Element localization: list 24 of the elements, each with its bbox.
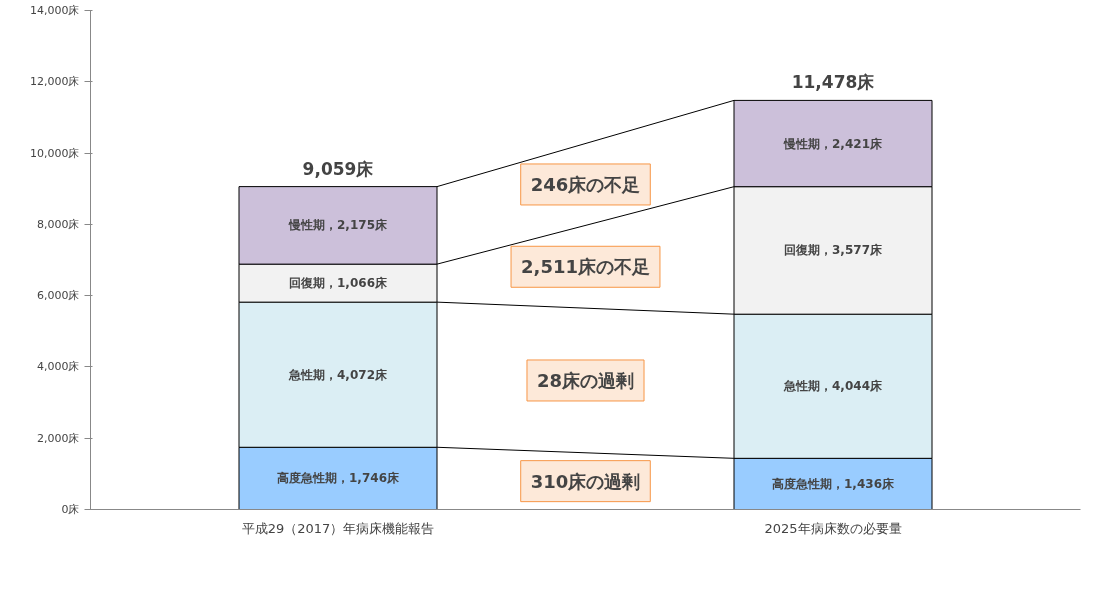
data-label: 回復期，3,577床 (784, 243, 883, 258)
total-label: 11,478床 (791, 72, 876, 93)
data-label: 回復期，1,066床 (289, 276, 388, 291)
y-tick-label: 10,000床 (30, 146, 80, 160)
data-label: 高度急性期，1,436床 (772, 476, 895, 491)
y-tick-label: 12,000床 (30, 75, 80, 89)
x-tick-label: 平成29（2017）年病床機能報告 (241, 520, 435, 536)
y-tick-label: 14,000床 (30, 4, 80, 17)
data-label: 慢性期，2,421床 (783, 136, 883, 151)
y-tick-label: 4,000床 (37, 360, 80, 374)
annotation: 310床の過剰 (530, 470, 641, 492)
y-tick-label: 8,000床 (37, 217, 80, 231)
y-tick-label: 2,000床 (37, 431, 80, 445)
y-tick-label: 0床 (61, 503, 80, 516)
annotation: 2,511床の不足 (521, 256, 650, 278)
total-label: 9,059床 (302, 158, 375, 179)
data-label: 急性期，4,072床 (288, 367, 388, 382)
x-tick-label: 2025年病床数の必要量 (764, 520, 902, 536)
data-label: 高度急性期，1,746床 (277, 471, 400, 486)
annotation: 246床の不足 (530, 173, 641, 195)
data-label: 急性期，4,044床 (783, 379, 883, 394)
y-tick-label: 6,000床 (37, 289, 80, 303)
data-label: 慢性期，2,175床 (288, 218, 388, 233)
annotation: 28床の過剰 (536, 369, 635, 391)
